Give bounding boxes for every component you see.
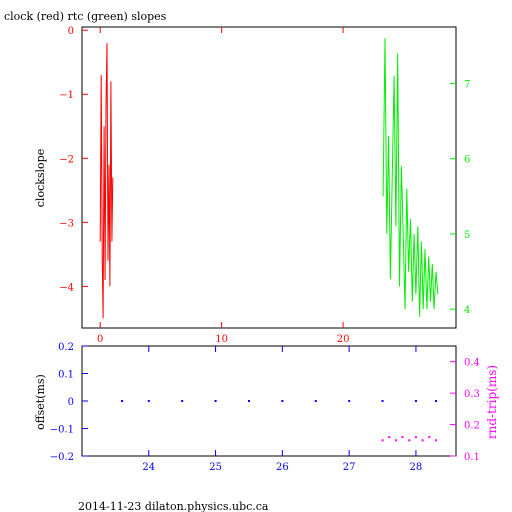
bottom-series-1-point [421,439,424,442]
bottom-chart-right-ylabel: rnd-trip(ms) [485,365,499,439]
bottom-right-y-tick-label: 0.4 [464,358,480,369]
bottom-series-0-point [247,400,250,402]
bottom-series-1-point [408,439,411,442]
footer-text: 2014-11-23 dilaton.physics.ubc.ca [78,500,269,512]
top-chart-ylabel: clockslope [34,149,47,207]
bottom-x-tick-label: 26 [276,462,289,473]
bottom-series-1-point [381,439,384,442]
bottom-series-0-point [281,400,284,402]
bottom-series-1-point [388,436,391,439]
bottom-right-y-tick-label: 0.2 [464,421,480,432]
bottom-right-y-tick-label: 0.3 [464,389,480,400]
bottom-chart: offset(ms) rnd-trip(ms) 24 25 26 27 28 0.2 0.1… [34,342,499,473]
top-chart-title: clock (red) rtc (green) slopes [4,10,167,23]
top-right-y-tick-label: 7 [464,79,470,90]
top-y-tick-label: 0 [68,26,74,37]
top-y-tick-label: −3 [59,218,74,229]
bottom-y-tick-label: −0.2 [50,452,74,463]
bottom-y-tick-label: 0.1 [58,370,74,381]
top-right-y-tick-label: 4 [464,305,470,316]
bottom-y-tick-label: 0 [68,397,74,408]
bottom-series-0-point [121,400,124,402]
bottom-series-1-point [428,436,431,439]
bottom-series-1-point [414,436,417,439]
bottom-series-0-point [414,400,417,402]
bottom-series-0-point [348,400,351,402]
bottom-series-0-point [147,400,150,402]
bottom-series-0-point [181,400,184,402]
bottom-x-tick-label: 28 [410,462,423,473]
bottom-series-0-point [434,400,437,402]
top-y-tick-label: −1 [59,90,74,101]
bottom-series-1-point [434,439,437,442]
bottom-series-0-point [314,400,317,402]
bottom-x-tick-label: 25 [209,462,222,473]
bottom-series-1-point [394,439,397,442]
bottom-right-y-tick-label: 0.1 [464,452,480,463]
bottom-series-0-point [214,400,217,402]
top-x-tick-label: 20 [337,334,350,345]
top-series-1-line [382,38,439,317]
bottom-series-1-point [401,436,404,439]
top-right-y-tick-label: 6 [464,155,470,166]
bottom-y-tick-label: 0.2 [58,342,74,353]
bottom-x-tick-label: 24 [142,462,155,473]
bottom-x-tick-label: 27 [343,462,356,473]
bottom-chart-ylabel: offset(ms) [34,374,47,430]
bottom-y-tick-label: −0.1 [50,425,74,436]
top-chart: clock (red) rtc (green) slopes clockslop… [4,10,470,345]
bottom-series-0-point [381,400,384,402]
top-series-0-line [99,42,114,319]
top-y-tick-label: −2 [59,154,74,165]
top-chart-frame [81,26,457,329]
top-y-tick-label: −4 [59,282,74,293]
top-x-tick-label: 10 [215,334,228,345]
top-x-tick-label: 0 [97,334,103,345]
top-right-y-tick-label: 5 [464,230,470,241]
